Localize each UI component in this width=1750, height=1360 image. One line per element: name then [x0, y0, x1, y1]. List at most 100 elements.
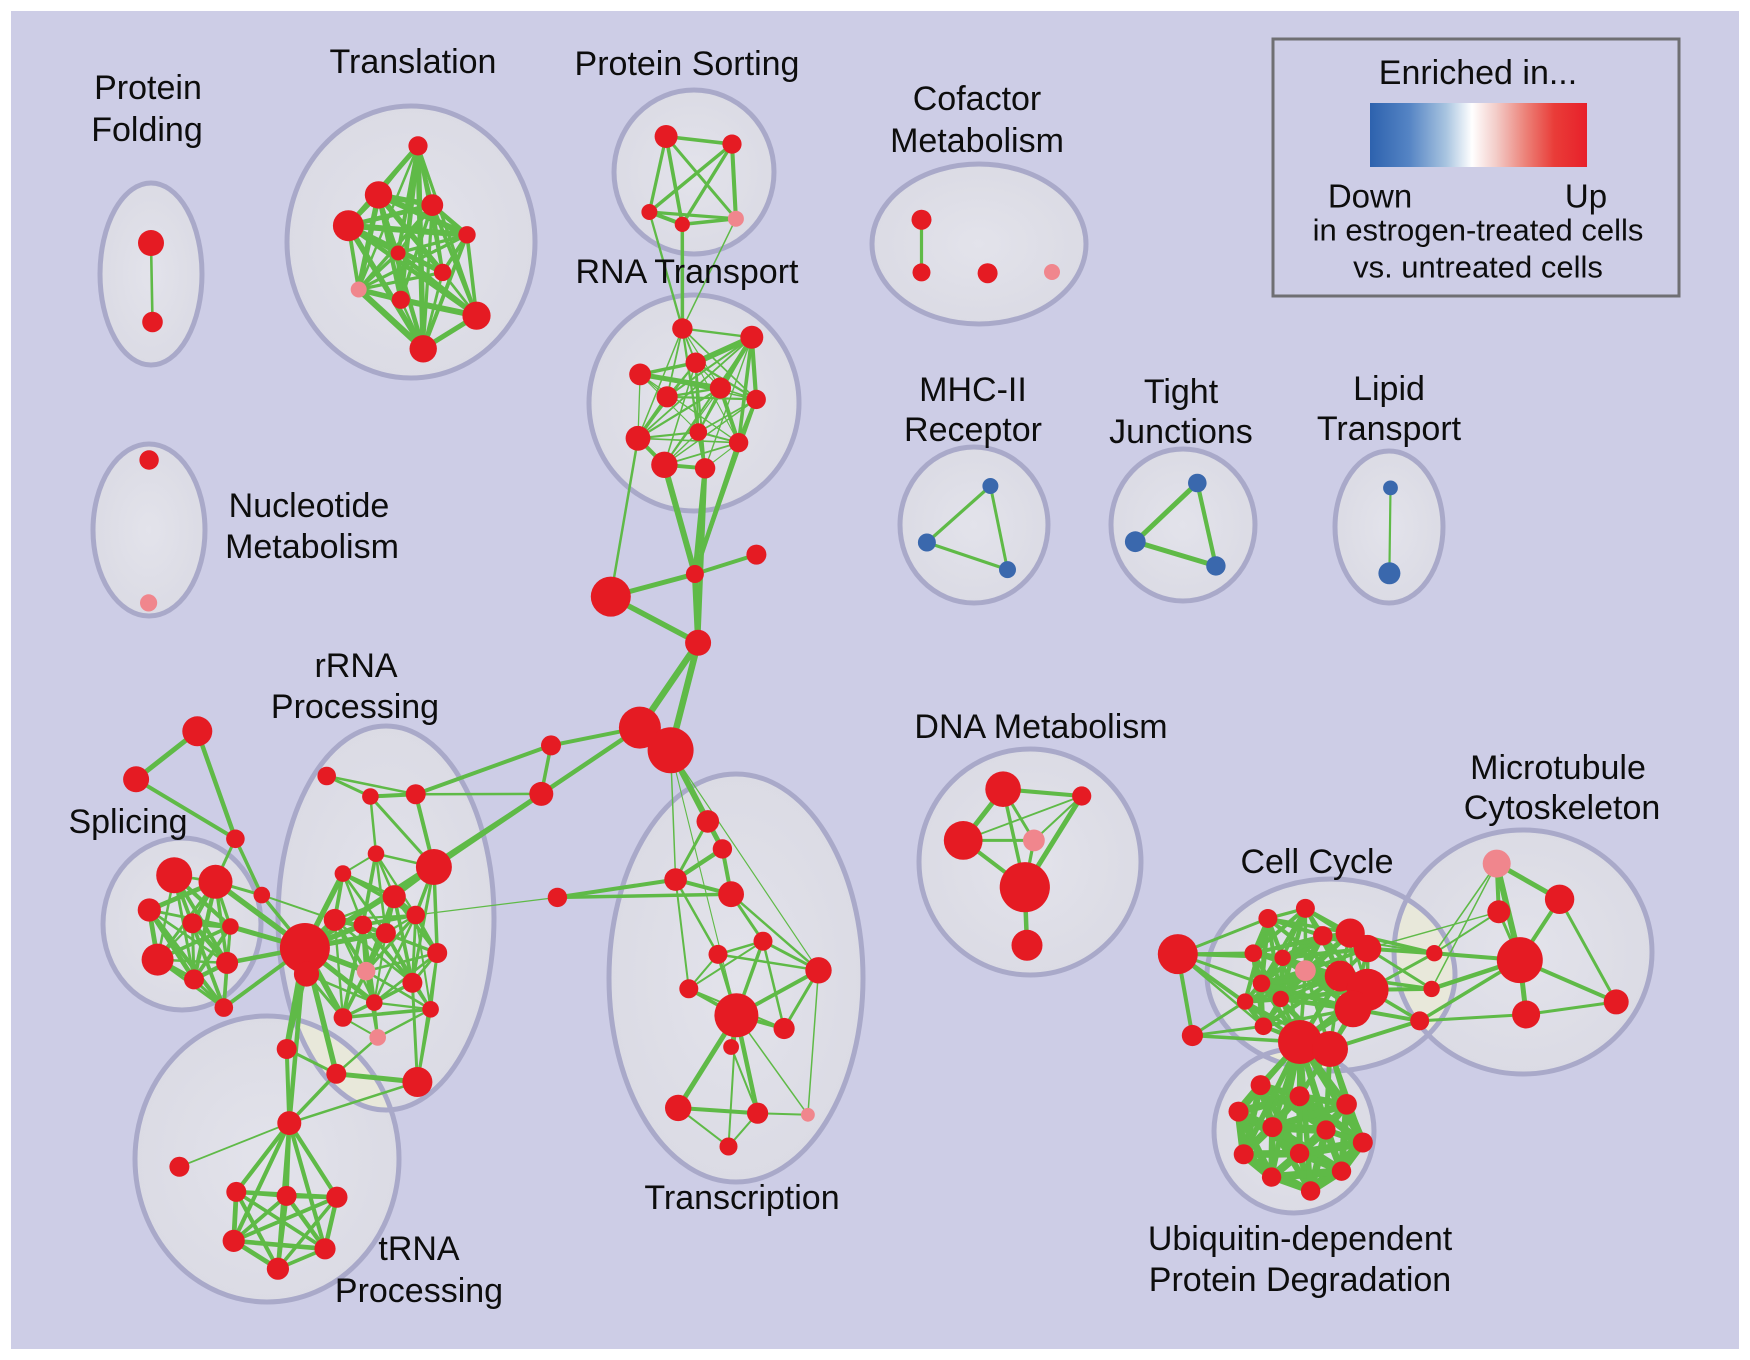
graph-node-CH4[interactable]	[685, 629, 712, 656]
graph-node-LT2[interactable]	[1378, 562, 1401, 585]
graph-node-T3[interactable]	[421, 194, 444, 217]
graph-node-UB8[interactable]	[1233, 1144, 1254, 1165]
graph-node-UB10[interactable]	[1331, 1161, 1352, 1181]
graph-node-DM1[interactable]	[985, 771, 1021, 807]
graph-node-CH8[interactable]	[529, 781, 554, 806]
graph-node-TN5[interactable]	[314, 1238, 336, 1260]
graph-node-DM3[interactable]	[943, 821, 983, 860]
graph-node-RR20[interactable]	[276, 1039, 297, 1059]
graph-node-SP1[interactable]	[156, 857, 193, 894]
graph-node-UB2[interactable]	[1289, 1086, 1310, 1107]
graph-node-TNlone[interactable]	[169, 1156, 190, 1177]
graph-node-CF2[interactable]	[912, 263, 931, 282]
graph-node-TJ2[interactable]	[1124, 531, 1146, 553]
graph-node-T1[interactable]	[408, 136, 428, 156]
graph-node-CD1[interactable]	[696, 810, 720, 833]
graph-node-RT9[interactable]	[689, 423, 708, 441]
graph-node-T11[interactable]	[409, 335, 437, 363]
graph-node-CD5[interactable]	[547, 887, 568, 908]
graph-node-TRI2[interactable]	[123, 766, 150, 793]
graph-node-CD3[interactable]	[664, 868, 687, 891]
graph-node-TR4[interactable]	[679, 979, 699, 999]
graph-node-SP9[interactable]	[214, 998, 234, 1017]
graph-node-T8[interactable]	[350, 281, 367, 298]
graph-node-RR10[interactable]	[406, 905, 426, 925]
graph-node-RR6[interactable]	[334, 865, 352, 882]
graph-node-CC15[interactable]	[1334, 990, 1372, 1028]
graph-node-RT11[interactable]	[651, 451, 678, 478]
graph-node-CX2[interactable]	[1423, 980, 1440, 998]
graph-node-CC5[interactable]	[1313, 926, 1333, 946]
graph-node-UB3[interactable]	[1336, 1094, 1357, 1115]
graph-node-CH1[interactable]	[685, 565, 704, 583]
graph-node-RR17[interactable]	[333, 1008, 353, 1027]
graph-node-TN3[interactable]	[326, 1186, 348, 1208]
graph-node-SP5[interactable]	[222, 918, 239, 935]
graph-node-CC8[interactable]	[1244, 944, 1263, 962]
graph-node-MT3[interactable]	[1544, 884, 1575, 914]
graph-node-RR11[interactable]	[375, 923, 396, 944]
graph-node-T6[interactable]	[390, 245, 406, 261]
graph-node-RT12[interactable]	[694, 458, 716, 479]
graph-node-CC1[interactable]	[1157, 934, 1198, 975]
graph-node-TR9[interactable]	[801, 1107, 815, 1122]
graph-node-DM5[interactable]	[999, 862, 1050, 913]
graph-node-TR10[interactable]	[719, 1137, 738, 1156]
graph-node-T2[interactable]	[364, 181, 393, 209]
graph-node-MT4[interactable]	[1512, 1000, 1541, 1029]
graph-node-RT7[interactable]	[746, 389, 766, 410]
graph-node-CC17[interactable]	[1254, 1017, 1273, 1036]
graph-node-UB6[interactable]	[1316, 1120, 1336, 1140]
graph-node-PF2[interactable]	[142, 311, 163, 333]
graph-node-SP4[interactable]	[182, 913, 203, 934]
graph-node-RRbig[interactable]	[415, 849, 452, 885]
graph-node-T9[interactable]	[391, 290, 410, 309]
graph-node-PS3[interactable]	[641, 204, 658, 220]
graph-node-UB7[interactable]	[1352, 1132, 1373, 1153]
graph-node-CH5[interactable]	[618, 706, 661, 749]
graph-node-CChubB[interactable]	[1312, 1031, 1348, 1067]
graph-node-RRhub2[interactable]	[293, 961, 320, 987]
graph-node-TN4[interactable]	[222, 1229, 245, 1252]
graph-node-RT6[interactable]	[656, 386, 678, 408]
graph-node-TNhub[interactable]	[277, 1111, 302, 1136]
graph-node-RR15[interactable]	[366, 994, 383, 1011]
graph-node-RR19[interactable]	[326, 1063, 347, 1084]
graph-node-MThub[interactable]	[1496, 937, 1543, 984]
graph-node-TR7[interactable]	[665, 1094, 692, 1122]
graph-node-RR4[interactable]	[367, 845, 385, 862]
graph-node-PF1[interactable]	[138, 230, 164, 256]
graph-node-PS4[interactable]	[674, 216, 690, 232]
graph-node-UB11[interactable]	[1261, 1167, 1282, 1187]
graph-node-DM6[interactable]	[1011, 929, 1043, 961]
graph-node-RR3[interactable]	[405, 784, 426, 805]
graph-node-CC4[interactable]	[1295, 898, 1315, 918]
graph-node-TR2[interactable]	[708, 944, 728, 964]
graph-node-MT1[interactable]	[1482, 849, 1511, 878]
graph-node-CX3[interactable]	[1410, 1011, 1430, 1031]
graph-node-NM2[interactable]	[140, 594, 158, 612]
graph-node-UB12[interactable]	[1300, 1181, 1321, 1201]
graph-node-CF1[interactable]	[911, 209, 932, 230]
graph-node-RR7[interactable]	[382, 885, 406, 909]
graph-node-RT1[interactable]	[672, 318, 693, 339]
graph-node-PS1[interactable]	[654, 125, 678, 148]
graph-node-TR1[interactable]	[753, 931, 773, 951]
graph-node-RT3[interactable]	[629, 363, 651, 386]
graph-node-TR8[interactable]	[747, 1102, 769, 1124]
graph-node-CC12[interactable]	[1236, 993, 1254, 1010]
graph-node-CX1[interactable]	[1426, 945, 1443, 962]
graph-node-RT5[interactable]	[709, 377, 732, 399]
graph-node-DM4[interactable]	[1023, 829, 1045, 852]
graph-node-T5[interactable]	[458, 226, 476, 244]
graph-node-CF3[interactable]	[977, 263, 998, 284]
graph-node-RR16[interactable]	[422, 1001, 439, 1018]
graph-node-MT5[interactable]	[1603, 989, 1629, 1015]
graph-node-RR8[interactable]	[323, 908, 346, 931]
graph-node-CC10[interactable]	[1295, 960, 1316, 981]
graph-node-RR18[interactable]	[369, 1029, 387, 1046]
graph-node-T7[interactable]	[433, 263, 452, 282]
graph-node-PS2[interactable]	[722, 134, 742, 154]
graph-node-RR1[interactable]	[317, 766, 337, 786]
graph-node-CChubA[interactable]	[1278, 1020, 1322, 1064]
